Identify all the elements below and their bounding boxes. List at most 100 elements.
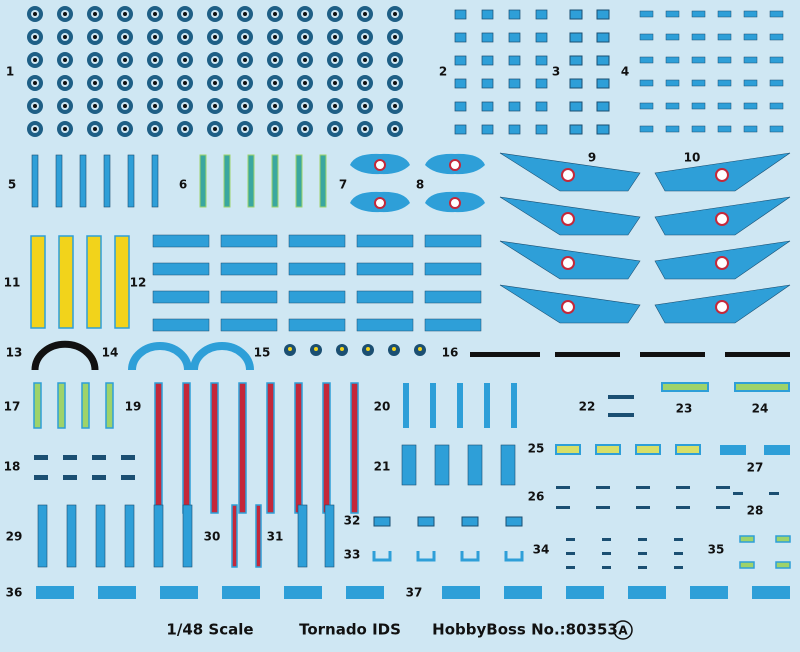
small-decal <box>691 56 706 64</box>
wing-roundel <box>561 168 575 182</box>
dash <box>674 566 683 569</box>
decal-number: 20 <box>374 400 391 414</box>
arc <box>31 340 99 371</box>
small-decal <box>769 56 784 64</box>
stripe <box>153 504 164 568</box>
small-decal <box>665 33 680 41</box>
red-stripe <box>255 504 262 568</box>
roundel-dot <box>93 35 97 39</box>
yellow-tag <box>595 444 621 455</box>
stripe <box>511 383 517 428</box>
stripe <box>103 154 111 208</box>
roundel-dot <box>303 12 307 16</box>
panel <box>356 290 414 304</box>
decal-number: 23 <box>676 402 693 416</box>
sheet-letter: A <box>618 624 628 638</box>
small-decal <box>535 101 548 112</box>
stripe <box>430 383 436 428</box>
small-decal <box>665 102 680 110</box>
decal-number: 17 <box>4 400 21 414</box>
maker: HobbyBoss No.:80353 <box>432 621 618 639</box>
roundel-dot <box>33 104 37 108</box>
small-decal <box>665 10 680 18</box>
small-decal <box>691 79 706 87</box>
red-stripe <box>350 382 359 514</box>
yellow-stripe <box>86 235 102 329</box>
small-decal <box>481 101 494 112</box>
small-decal <box>454 55 467 66</box>
panel <box>424 318 482 332</box>
red-stripe <box>238 382 247 514</box>
stripe <box>319 154 327 208</box>
roundel-dot <box>273 12 277 16</box>
roundel-dot <box>213 104 217 108</box>
wing-roundel <box>715 212 729 226</box>
small-decal <box>743 125 758 133</box>
roundel-dot <box>183 12 187 16</box>
yellow-stripe <box>58 235 74 329</box>
roundel-dot <box>363 127 367 131</box>
dash <box>602 566 611 569</box>
decal-number: 29 <box>6 530 23 544</box>
roundel-dot <box>393 12 397 16</box>
small-decal <box>743 56 758 64</box>
small-decal <box>569 124 583 135</box>
small-decal <box>665 79 680 87</box>
roundel-dot <box>333 58 337 62</box>
sheet-circle <box>613 620 633 640</box>
wing-roundel <box>715 256 729 270</box>
decal-number: 25 <box>528 442 545 456</box>
roundel-dot <box>93 58 97 62</box>
dash <box>596 486 610 489</box>
roundel-dot <box>123 104 127 108</box>
small-decal <box>743 79 758 87</box>
roundel-dot <box>303 58 307 62</box>
arc <box>128 342 192 371</box>
stripe <box>124 504 135 568</box>
dash <box>638 552 647 555</box>
stripe <box>223 154 231 208</box>
dash <box>733 492 743 495</box>
panel <box>356 262 414 276</box>
panel <box>424 290 482 304</box>
small-decal <box>535 32 548 43</box>
dash <box>608 413 634 417</box>
roundel-dot <box>153 104 157 108</box>
panel <box>690 586 728 599</box>
bracket <box>416 551 436 562</box>
roundel-dot <box>363 104 367 108</box>
knob-dot <box>418 347 422 351</box>
arc <box>190 342 254 371</box>
roundel-dot <box>183 81 187 85</box>
small-decal <box>34 455 48 460</box>
wing-roundel <box>374 197 386 209</box>
panel <box>288 290 346 304</box>
panel <box>284 586 322 599</box>
block <box>467 444 483 486</box>
small-decal <box>121 475 135 480</box>
small-decal <box>508 32 521 43</box>
small-decal <box>92 455 106 460</box>
stripe <box>295 154 303 208</box>
stripe <box>151 154 159 208</box>
decal-number: 32 <box>344 514 361 528</box>
small-decal <box>769 102 784 110</box>
stripe <box>37 504 48 568</box>
roundel-dot <box>123 58 127 62</box>
roundel-dot <box>123 127 127 131</box>
block <box>500 444 516 486</box>
yellow-stripe <box>30 235 46 329</box>
small-decal <box>63 475 77 480</box>
model: Tornado IDS <box>299 621 401 639</box>
decal-number: 12 <box>130 276 147 290</box>
small-decal <box>417 516 435 527</box>
knob-dot <box>288 347 292 351</box>
decals <box>27 6 791 599</box>
wing-roundel <box>715 168 729 182</box>
tag <box>775 561 791 569</box>
roundel-dot <box>333 104 337 108</box>
decal-number: 28 <box>747 504 764 518</box>
roundel-dot <box>363 35 367 39</box>
roundel-dot <box>63 127 67 131</box>
